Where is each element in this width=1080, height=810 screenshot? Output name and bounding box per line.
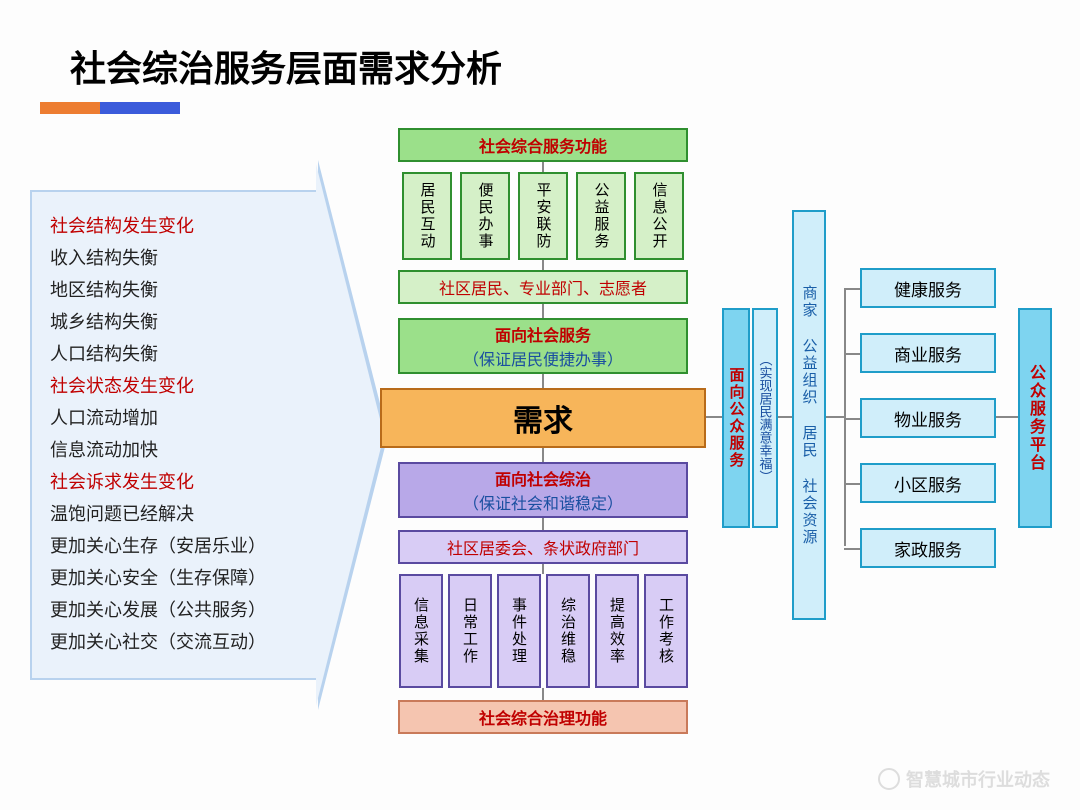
bot-item: 综治维稳 (546, 574, 590, 688)
list-item: 人口流动增加 (50, 402, 320, 434)
page-title: 社会综治服务层面需求分析 (70, 40, 502, 92)
connector (996, 416, 1018, 418)
service-item: 健康服务 (860, 268, 996, 308)
accent-bar-orange (40, 102, 100, 114)
list-item: 收入结构失衡 (50, 242, 320, 274)
governance-title: 面向社会综治 (495, 466, 591, 490)
accent-bar-blue (100, 102, 180, 114)
top-actors: 社区居民、专业部门、志愿者 (398, 270, 688, 304)
connector (844, 353, 860, 355)
list-item: 人口结构失衡 (50, 338, 320, 370)
list-item: 更加关心生存（安居乐业） (50, 530, 320, 562)
list-item: 更加关心发展（公共服务） (50, 594, 320, 626)
service-title: 面向社会服务 (495, 322, 591, 346)
wechat-icon (878, 768, 900, 790)
connector (542, 448, 544, 462)
top-item: 便民办事 (460, 172, 510, 260)
top-item: 平安联防 (518, 172, 568, 260)
connector (542, 374, 544, 388)
service-item: 商业服务 (860, 333, 996, 373)
connector (844, 418, 860, 420)
list-item: 温饱问题已经解决 (50, 498, 320, 530)
connector (542, 518, 544, 530)
governance-box: 面向社会综治 （保证社会和谐稳定） (398, 462, 688, 518)
service-subtitle: （保证居民便捷办事） (463, 346, 623, 370)
service-item: 家政服务 (860, 528, 996, 568)
list-item: 地区结构失衡 (50, 274, 320, 306)
governance-subtitle: （保证社会和谐稳定） (463, 490, 623, 514)
connector (706, 416, 722, 418)
connector (542, 304, 544, 318)
top-item: 居民互动 (402, 172, 452, 260)
connector (542, 564, 544, 574)
top-item: 信息公开 (634, 172, 684, 260)
bot-actors: 社区居委会、条状政府部门 (398, 530, 688, 564)
bot-item: 提高效率 (595, 574, 639, 688)
list-item: 城乡结构失衡 (50, 306, 320, 338)
public-service-vbox: 面向公众服务 (722, 308, 750, 528)
connector (778, 416, 792, 418)
watermark-text: 智慧城市行业动态 (906, 766, 1050, 792)
list-item: 更加关心社交（交流互动） (50, 626, 320, 658)
bot-item: 工作考核 (644, 574, 688, 688)
service-item: 物业服务 (860, 398, 996, 438)
list-item: 更加关心安全（生存保障） (50, 562, 320, 594)
top-header: 社会综合服务功能 (398, 128, 688, 162)
list-item: 社会状态发生变化 (50, 370, 320, 402)
arrow-head-fill (316, 164, 384, 706)
demand-box: 需求 (380, 388, 706, 448)
list-item: 社会结构发生变化 (50, 210, 320, 242)
list-item: 信息流动加快 (50, 434, 320, 466)
connector (844, 288, 860, 290)
platform-vbox: 公众服务平台 (1018, 308, 1052, 528)
connector (542, 162, 544, 172)
list-item: 社会诉求发生变化 (50, 466, 320, 498)
resources-vbox: 商家 公益组织 居民 社会资源 (792, 210, 826, 620)
connector (542, 688, 544, 700)
public-service-sub-vbox: （实现居民满意幸福） (752, 308, 778, 528)
connector (844, 483, 860, 485)
bot-item: 事件处理 (497, 574, 541, 688)
left-analysis-list: 社会结构发生变化收入结构失衡地区结构失衡城乡结构失衡人口结构失衡社会状态发生变化… (50, 210, 320, 658)
connector (844, 548, 860, 550)
bot-header: 社会综合治理功能 (398, 700, 688, 734)
connector (826, 416, 844, 418)
connector (542, 260, 544, 270)
bot-item: 信息采集 (399, 574, 443, 688)
service-box: 面向社会服务 （保证居民便捷办事） (398, 318, 688, 374)
top-item: 公益服务 (576, 172, 626, 260)
service-item: 小区服务 (860, 463, 996, 503)
connector (844, 288, 846, 546)
bot-item: 日常工作 (448, 574, 492, 688)
watermark: 智慧城市行业动态 (878, 766, 1050, 792)
